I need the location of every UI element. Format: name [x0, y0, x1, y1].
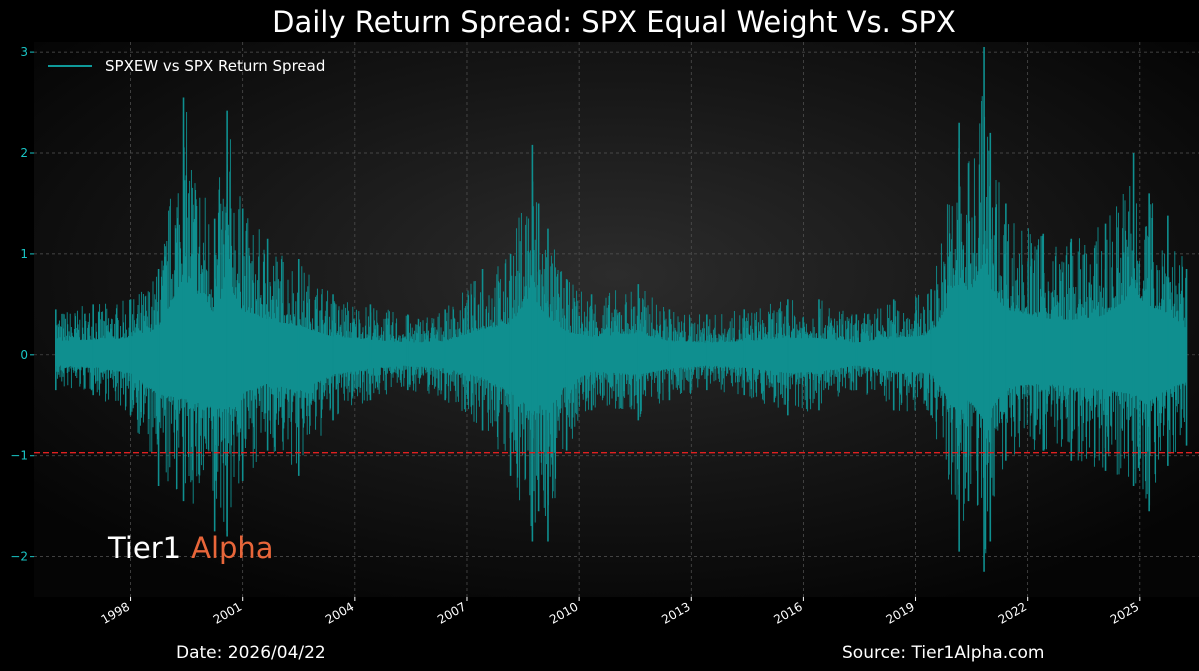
x-tick-label: 2016 — [771, 599, 804, 626]
y-tick-label: −1 — [10, 449, 28, 463]
footer-date: Date: 2026/04/22 — [176, 643, 326, 663]
y-axis-ticks: −2 −1 0 1 2 3 — [10, 45, 34, 564]
y-tick-label: 1 — [20, 247, 28, 261]
x-tick-label: 2022 — [996, 599, 1029, 626]
x-tick-label: 2019 — [884, 599, 917, 626]
x-tick-label: 1998 — [99, 599, 132, 626]
y-tick-label: 3 — [20, 45, 28, 59]
y-tick-label: −2 — [10, 550, 28, 564]
chart-title: Daily Return Spread: SPX Equal Weight Vs… — [272, 5, 956, 39]
legend-label: SPXEW vs SPX Return Spread — [105, 57, 325, 75]
brand-part1: Tier1 — [107, 531, 181, 565]
x-tick-label: 2007 — [435, 599, 468, 626]
y-tick-label: 2 — [20, 146, 28, 160]
series-layer — [55, 47, 1188, 572]
footer-source: Source: Tier1Alpha.com — [842, 643, 1044, 663]
brand-part2: Alpha — [191, 531, 273, 565]
y-tick-label: 0 — [20, 348, 28, 362]
x-tick-label: 2010 — [547, 599, 580, 626]
x-tick-label: 2025 — [1108, 599, 1141, 626]
legend: SPXEW vs SPX Return Spread — [48, 57, 325, 75]
x-tick-label: 2004 — [323, 599, 356, 626]
x-tick-label: 2001 — [211, 599, 244, 626]
brand-logo: Tier1 Alpha — [107, 531, 274, 565]
x-axis-ticks: 1998 2001 2004 2007 2010 2013 2016 2019 2022 2025 — [99, 597, 1141, 627]
x-tick-label: 2013 — [659, 599, 692, 626]
